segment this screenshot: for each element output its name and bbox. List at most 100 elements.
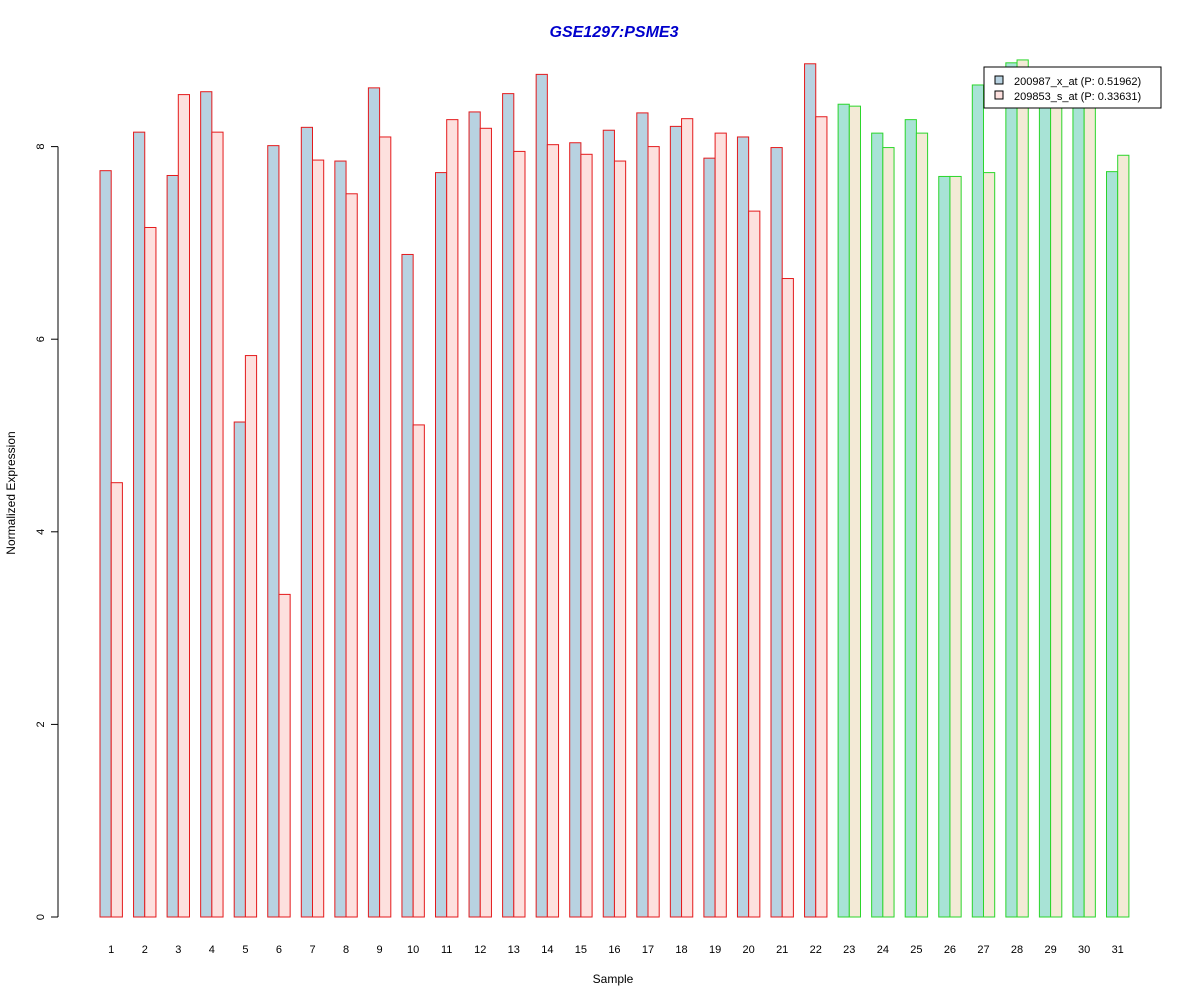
- bar-sample-31-series-2: [1117, 154, 1130, 918]
- bar-sample-3-series-2: [177, 94, 191, 918]
- bar-sample-2-series-1: [133, 131, 146, 918]
- bar-sample-13-series-2: [513, 150, 526, 918]
- x-tick-label: 22: [810, 944, 822, 956]
- y-tick-label: 8: [35, 144, 47, 150]
- x-tick-label: 16: [608, 944, 620, 956]
- bar-sample-30-series-1: [1072, 88, 1085, 918]
- x-tick-label: 2: [142, 944, 148, 956]
- x-tick-label: 3: [175, 944, 181, 956]
- bar-sample-31-series-1: [1106, 171, 1119, 918]
- bar-sample-2-series-2: [144, 226, 157, 918]
- bar-sample-5-series-2: [244, 355, 258, 918]
- bar-sample-20-series-1: [736, 136, 750, 918]
- x-tick-label: 13: [508, 944, 520, 956]
- bar-sample-15-series-2: [580, 153, 593, 918]
- bar-sample-23-series-1: [837, 103, 850, 918]
- bar-sample-25-series-1: [904, 119, 917, 918]
- x-tick-label: 18: [675, 944, 687, 956]
- x-tick-label: 21: [776, 944, 788, 956]
- x-tick-label: 30: [1078, 944, 1090, 956]
- bar-sample-10-series-1: [401, 253, 414, 918]
- bar-sample-11-series-1: [435, 172, 448, 918]
- x-tick-label: 27: [977, 944, 989, 956]
- legend-swatch-series-1: [994, 75, 1004, 85]
- bar-sample-30-series-2: [1083, 86, 1096, 918]
- bar-sample-9-series-1: [367, 87, 381, 918]
- bar-sample-7-series-2: [312, 159, 325, 918]
- bar-sample-18-series-2: [681, 118, 694, 918]
- x-tick-label: 10: [407, 944, 419, 956]
- y-tick-label: 0: [35, 914, 47, 920]
- bar-sample-24-series-2: [882, 147, 895, 918]
- x-tick-label: 14: [541, 944, 553, 956]
- bar-sample-8-series-2: [345, 193, 358, 918]
- bar-sample-18-series-1: [669, 125, 683, 918]
- bar-sample-29-series-1: [1038, 88, 1052, 918]
- bar-sample-11-series-2: [446, 119, 459, 918]
- bar-sample-12-series-2: [479, 127, 492, 918]
- legend: 200987_x_at (P: 0.51962) 209853_s_at (P:…: [983, 66, 1162, 109]
- bar-sample-22-series-2: [815, 116, 828, 918]
- y-axis-label: Normalized Expression: [4, 431, 18, 554]
- bar-sample-19-series-2: [714, 132, 727, 918]
- bar-sample-16-series-2: [613, 160, 627, 918]
- bar-sample-17-series-2: [647, 146, 660, 918]
- x-tick-label: 11: [441, 944, 452, 956]
- legend-label-series-2: 209853_s_at (P: 0.33631): [1014, 91, 1141, 103]
- bar-sample-9-series-2: [379, 136, 392, 918]
- bar-sample-27-series-1: [971, 84, 984, 918]
- chart-title: GSE1297:PSME3: [550, 24, 679, 41]
- bar-sample-5-series-1: [233, 421, 246, 918]
- y-tick-label: 6: [35, 336, 47, 342]
- bar-sample-14-series-1: [535, 73, 548, 918]
- bar-sample-25-series-2: [915, 132, 929, 918]
- bar-sample-15-series-1: [569, 142, 582, 918]
- bar-sample-3-series-1: [166, 174, 179, 918]
- bar-sample-17-series-1: [636, 112, 649, 918]
- bar-sample-24-series-1: [871, 132, 884, 918]
- x-axis-label: Sample: [593, 972, 634, 986]
- bar-sample-13-series-1: [502, 93, 515, 918]
- x-tick-label: 7: [309, 944, 315, 956]
- legend-swatch-series-2: [994, 90, 1004, 100]
- y-tick-label: 4: [35, 529, 47, 535]
- bar-sample-6-series-1: [267, 145, 280, 918]
- bar-sample-1-series-1: [99, 170, 112, 918]
- x-tick-label: 6: [276, 944, 282, 956]
- bars: [99, 59, 1130, 918]
- bar-sample-6-series-2: [278, 593, 291, 918]
- bar-sample-1-series-2: [110, 482, 123, 918]
- x-tick-labels: 1 2 3 4 5 6 7 8 9 10 11 12 13 14 15 16 17 18 19 20 21 22 23 24 2…: [108, 944, 1124, 956]
- x-tick-label: 12: [474, 944, 486, 956]
- y-axis: 0 2 4 6 8: [35, 144, 59, 920]
- bar-sample-21-series-1: [770, 147, 783, 918]
- x-tick-label: 25: [910, 944, 922, 956]
- x-tick-label: 8: [343, 944, 349, 956]
- bar-sample-14-series-2: [546, 144, 560, 918]
- bar-sample-26-series-2: [949, 175, 962, 918]
- bar-sample-21-series-2: [781, 278, 794, 918]
- x-tick-label: 4: [209, 944, 215, 956]
- x-tick-label: 24: [877, 944, 889, 956]
- bar-sample-19-series-1: [703, 157, 716, 918]
- legend-label-series-1: 200987_x_at (P: 0.51962): [1014, 76, 1141, 88]
- bar-sample-4-series-2: [211, 131, 224, 918]
- bar-sample-20-series-2: [748, 210, 761, 918]
- x-tick-label: 19: [709, 944, 721, 956]
- x-tick-label: 20: [743, 944, 755, 956]
- bar-sample-4-series-1: [200, 91, 213, 918]
- bar-sample-27-series-2: [983, 172, 996, 918]
- bar-sample-8-series-1: [334, 160, 347, 918]
- bar-sample-26-series-1: [938, 175, 951, 918]
- bar-sample-28-series-1: [1005, 62, 1018, 918]
- y-tick-label: 2: [35, 721, 47, 727]
- bar-sample-23-series-2: [848, 105, 861, 918]
- x-tick-label: 26: [944, 944, 956, 956]
- x-tick-label: 5: [242, 944, 248, 956]
- bar-sample-28-series-2: [1016, 59, 1029, 918]
- x-tick-label: 28: [1011, 944, 1023, 956]
- x-tick-label: 1: [108, 944, 114, 956]
- bar-sample-29-series-2: [1050, 86, 1063, 918]
- x-tick-label: 23: [843, 944, 855, 956]
- x-tick-label: 9: [377, 944, 383, 956]
